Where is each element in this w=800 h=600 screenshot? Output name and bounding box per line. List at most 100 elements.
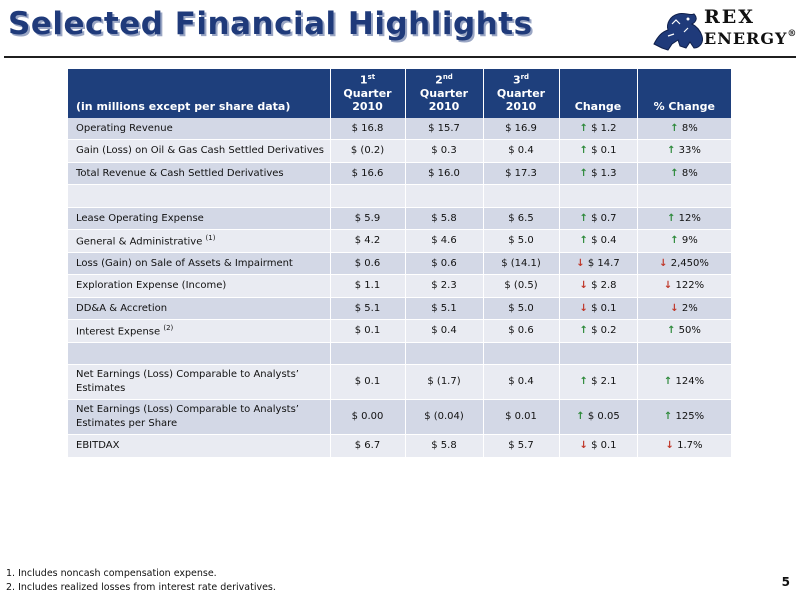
arrow-down-icon: ↓	[579, 302, 588, 314]
change-value: ↑ $ 1.2	[559, 117, 638, 141]
page-number: 5	[781, 575, 790, 589]
q3-value: $ 0.4	[483, 364, 560, 401]
change-value: ↑ $ 2.1	[559, 364, 638, 401]
q2-value: $ (0.04)	[405, 399, 484, 436]
units-header: (in millions except per share data)	[68, 69, 331, 118]
row-label: Gain (Loss) on Oil & Gas Cash Settled De…	[68, 139, 331, 163]
footnote-ref: (1)	[205, 234, 216, 243]
change-value: ↑ $ 0.7	[559, 207, 638, 231]
row-label: DD&A & Accretion	[68, 297, 331, 321]
q3-value	[483, 342, 560, 366]
pct-change-value: ↑ 12%	[637, 207, 732, 231]
q2-value: $ 4.6	[405, 229, 484, 253]
change-value: ↓ $ 0.1	[559, 434, 638, 458]
spacer-row	[68, 342, 732, 366]
q3-header: 3rd Quarter 2010	[483, 69, 560, 118]
change-value: ↑ $ 0.05	[559, 399, 638, 436]
logo-rex-text: REX	[704, 6, 756, 28]
q1-value: $ 16.6	[330, 161, 406, 186]
q2-value: $ 5.8	[405, 207, 484, 231]
title-divider	[4, 56, 796, 58]
q3-value: $ 5.7	[483, 434, 560, 458]
arrow-down-icon: ↓	[663, 280, 673, 292]
table-row: DD&A & Accretion $ 5.1 $ 5.1 $ 5.0 ↓ $ 0.1 ↓ …	[68, 297, 732, 321]
table-row: Exploration Expense (Income) $ 1.1 $ 2.3 $ …	[68, 274, 732, 298]
q1-value	[330, 342, 406, 366]
pct-change-value: ↓ 2,450%	[637, 252, 732, 276]
arrow-up-icon: ↑	[667, 212, 676, 224]
pct-change-value: ↑ 124%	[637, 364, 732, 401]
rex-energy-logo: REX ENERGY®	[650, 4, 798, 54]
q1-value: $ 5.1	[330, 297, 406, 321]
logo-energy-text: ENERGY®	[704, 29, 798, 48]
change-value: ↑ $ 1.3	[559, 161, 638, 186]
change-value	[559, 184, 638, 208]
change-value	[559, 342, 638, 366]
pct-change-value	[637, 184, 732, 208]
table-row: Net Earnings (Loss) Comparable to Analys…	[68, 364, 732, 401]
arrow-up-icon: ↑	[670, 167, 679, 179]
footnote-ref: (2)	[163, 324, 174, 333]
table-row: Total Revenue & Cash Settled Derivatives…	[68, 161, 732, 186]
arrow-up-icon: ↑	[663, 376, 673, 388]
arrow-up-icon: ↑	[579, 235, 588, 247]
table-row: Interest Expense (2) $ 0.1 $ 0.4 $ 0.6 ↑ $ 0…	[68, 319, 732, 343]
pct-change-value	[637, 342, 732, 366]
table-header-row: (in millions except per share data) 1st …	[68, 69, 731, 118]
q2-header: 2nd Quarter 2010	[405, 69, 484, 118]
change-value: ↑ $ 0.4	[559, 229, 638, 253]
arrow-up-icon: ↑	[579, 145, 588, 157]
q1-value: $ 0.6	[330, 252, 406, 276]
footnote-2: 2. Includes realized losses from interes…	[6, 582, 276, 593]
q3-value: $ 0.01	[483, 399, 560, 436]
q1-value: $ 16.8	[330, 117, 406, 141]
pct-change-value: ↓ 122%	[637, 274, 732, 298]
q3-value: $ 0.6	[483, 319, 560, 343]
q3-value: $ 17.3	[483, 161, 560, 186]
arrow-up-icon: ↑	[667, 325, 676, 337]
q2-value: $ 2.3	[405, 274, 484, 298]
spacer-row	[68, 184, 732, 208]
row-label: Net Earnings (Loss) Comparable to Analys…	[68, 399, 331, 436]
q1-header: 1st Quarter 2010	[330, 69, 406, 118]
row-label	[68, 342, 331, 366]
change-value: ↓ $ 0.1	[559, 297, 638, 321]
pct-change-value: ↓ 1.7%	[637, 434, 732, 458]
q1-value: $ 0.1	[330, 319, 406, 343]
pct-change-value: ↑ 9%	[637, 229, 732, 253]
q3-value: $ (0.5)	[483, 274, 560, 298]
row-label: Net Earnings (Loss) Comparable to Analys…	[68, 364, 331, 401]
q1-value: $ (0.2)	[330, 139, 406, 163]
row-label: Lease Operating Expense	[68, 207, 331, 231]
q1-value: $ 6.7	[330, 434, 406, 458]
q2-value: $ 15.7	[405, 117, 484, 141]
q2-value: $ 0.4	[405, 319, 484, 343]
row-label: Interest Expense (2)	[68, 319, 331, 343]
change-header: Change	[559, 69, 638, 118]
q3-value: $ 6.5	[483, 207, 560, 231]
pct-change-value: ↑ 8%	[637, 161, 732, 186]
arrow-up-icon: ↑	[670, 235, 679, 247]
table-row: Net Earnings (Loss) Comparable to Analys…	[68, 399, 732, 436]
q3-value: $ 0.4	[483, 139, 560, 163]
q1-value: $ 0.1	[330, 364, 406, 401]
table-row: EBITDAX $ 6.7 $ 5.8 $ 5.7 ↓ $ 0.1 ↓ 1.7%	[68, 434, 732, 458]
row-label	[68, 184, 331, 208]
q1-value: $ 1.1	[330, 274, 406, 298]
arrow-up-icon: ↑	[670, 122, 679, 134]
q3-value: $ 16.9	[483, 117, 560, 141]
financial-highlights-table: (in millions except per share data) 1st …	[68, 69, 732, 458]
table-row: Gain (Loss) on Oil & Gas Cash Settled De…	[68, 139, 732, 163]
change-value: ↓ $ 14.7	[559, 252, 638, 276]
pct-change-header: % Change	[637, 69, 731, 118]
row-label: Exploration Expense (Income)	[68, 274, 331, 298]
change-value: ↑ $ 0.2	[559, 319, 638, 343]
change-value: ↑ $ 0.1	[559, 139, 638, 163]
arrow-up-icon: ↑	[579, 376, 588, 388]
row-label: Operating Revenue	[68, 117, 331, 141]
pct-change-value: ↓ 2%	[637, 297, 732, 321]
arrow-up-icon: ↑	[579, 167, 588, 179]
row-label: General & Administrative (1)	[68, 229, 331, 253]
row-label: Total Revenue & Cash Settled Derivatives	[68, 161, 331, 186]
q2-value	[405, 184, 484, 208]
